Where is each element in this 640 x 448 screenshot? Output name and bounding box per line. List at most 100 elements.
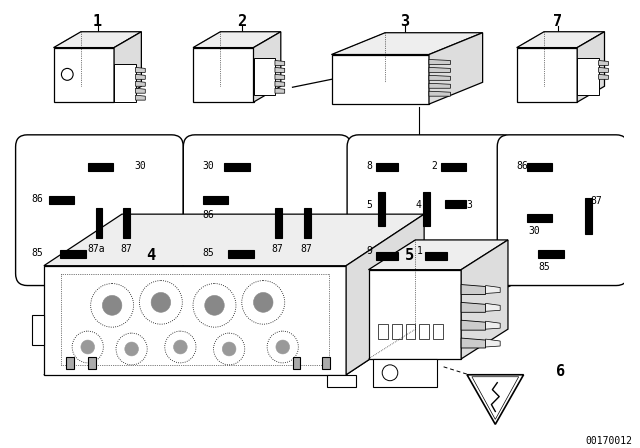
Polygon shape <box>275 88 285 93</box>
Polygon shape <box>429 83 451 88</box>
Polygon shape <box>577 32 605 102</box>
Polygon shape <box>54 47 114 102</box>
Text: 85: 85 <box>203 248 214 258</box>
Polygon shape <box>44 266 346 375</box>
Text: 86: 86 <box>203 210 214 220</box>
Polygon shape <box>346 214 424 375</box>
Text: 4: 4 <box>147 248 156 263</box>
Polygon shape <box>598 67 609 73</box>
Polygon shape <box>369 240 508 270</box>
Bar <box>67 357 74 369</box>
Text: 1: 1 <box>417 246 423 256</box>
Bar <box>445 200 466 208</box>
Bar <box>123 208 130 238</box>
Text: 2: 2 <box>431 161 437 171</box>
Polygon shape <box>461 302 486 312</box>
Text: 86: 86 <box>31 194 43 204</box>
FancyBboxPatch shape <box>183 135 351 285</box>
Polygon shape <box>429 33 483 104</box>
Polygon shape <box>193 47 253 102</box>
FancyBboxPatch shape <box>497 135 628 285</box>
Polygon shape <box>429 91 451 96</box>
Bar <box>292 357 300 369</box>
Polygon shape <box>326 375 356 387</box>
Text: 87: 87 <box>120 244 132 254</box>
Bar <box>378 192 385 226</box>
Bar <box>95 208 102 238</box>
Text: 6: 6 <box>556 364 565 379</box>
Bar <box>88 357 95 369</box>
Polygon shape <box>461 338 486 348</box>
Circle shape <box>173 340 188 354</box>
Text: 5: 5 <box>405 248 414 263</box>
Bar <box>49 196 74 204</box>
Bar <box>376 252 398 260</box>
Text: 30: 30 <box>134 161 147 171</box>
Bar <box>322 357 330 369</box>
Polygon shape <box>429 60 451 65</box>
Text: 87: 87 <box>591 196 603 206</box>
Bar <box>441 163 466 171</box>
Polygon shape <box>275 60 285 65</box>
Polygon shape <box>114 32 141 102</box>
Text: 8: 8 <box>367 161 372 171</box>
Polygon shape <box>577 57 598 95</box>
Polygon shape <box>429 67 451 73</box>
Text: 7: 7 <box>553 14 563 29</box>
Polygon shape <box>193 32 281 47</box>
Bar <box>60 250 86 258</box>
Polygon shape <box>275 81 285 86</box>
Circle shape <box>253 293 273 312</box>
Polygon shape <box>373 359 437 387</box>
Bar <box>275 208 282 238</box>
FancyBboxPatch shape <box>347 135 515 288</box>
Polygon shape <box>253 57 275 95</box>
Text: 3: 3 <box>466 200 472 210</box>
Polygon shape <box>136 67 145 73</box>
Bar <box>304 208 311 238</box>
Text: 87: 87 <box>271 244 283 254</box>
Polygon shape <box>516 47 577 102</box>
Circle shape <box>276 340 289 354</box>
Polygon shape <box>486 339 500 347</box>
Text: 87: 87 <box>300 244 312 254</box>
Bar <box>585 198 592 234</box>
Polygon shape <box>486 303 500 311</box>
Polygon shape <box>136 74 145 79</box>
Bar <box>527 214 552 222</box>
Polygon shape <box>136 81 145 86</box>
Polygon shape <box>32 315 44 345</box>
Circle shape <box>151 293 171 312</box>
Text: 86: 86 <box>516 161 529 171</box>
Bar <box>425 252 447 260</box>
Polygon shape <box>516 32 605 47</box>
Text: 85: 85 <box>538 262 550 272</box>
Polygon shape <box>332 33 483 55</box>
Bar <box>376 163 398 171</box>
Text: 30: 30 <box>203 161 214 171</box>
Polygon shape <box>486 285 500 293</box>
Polygon shape <box>461 240 508 359</box>
Circle shape <box>222 342 236 356</box>
Circle shape <box>205 295 224 315</box>
Bar <box>224 163 250 171</box>
Circle shape <box>125 342 138 356</box>
Text: 4: 4 <box>415 200 421 210</box>
Polygon shape <box>429 75 451 80</box>
Polygon shape <box>275 67 285 73</box>
Polygon shape <box>114 65 136 102</box>
Text: 87a: 87a <box>88 244 106 254</box>
Polygon shape <box>136 95 145 100</box>
Polygon shape <box>136 88 145 93</box>
Polygon shape <box>54 32 141 47</box>
Bar <box>203 196 228 204</box>
Polygon shape <box>598 74 609 79</box>
Text: 1: 1 <box>93 14 102 29</box>
Text: 3: 3 <box>400 14 409 29</box>
Text: 5: 5 <box>367 200 372 210</box>
Polygon shape <box>275 74 285 79</box>
Text: 30: 30 <box>529 226 540 236</box>
Bar <box>228 250 253 258</box>
Bar <box>423 192 430 226</box>
Polygon shape <box>332 55 429 104</box>
